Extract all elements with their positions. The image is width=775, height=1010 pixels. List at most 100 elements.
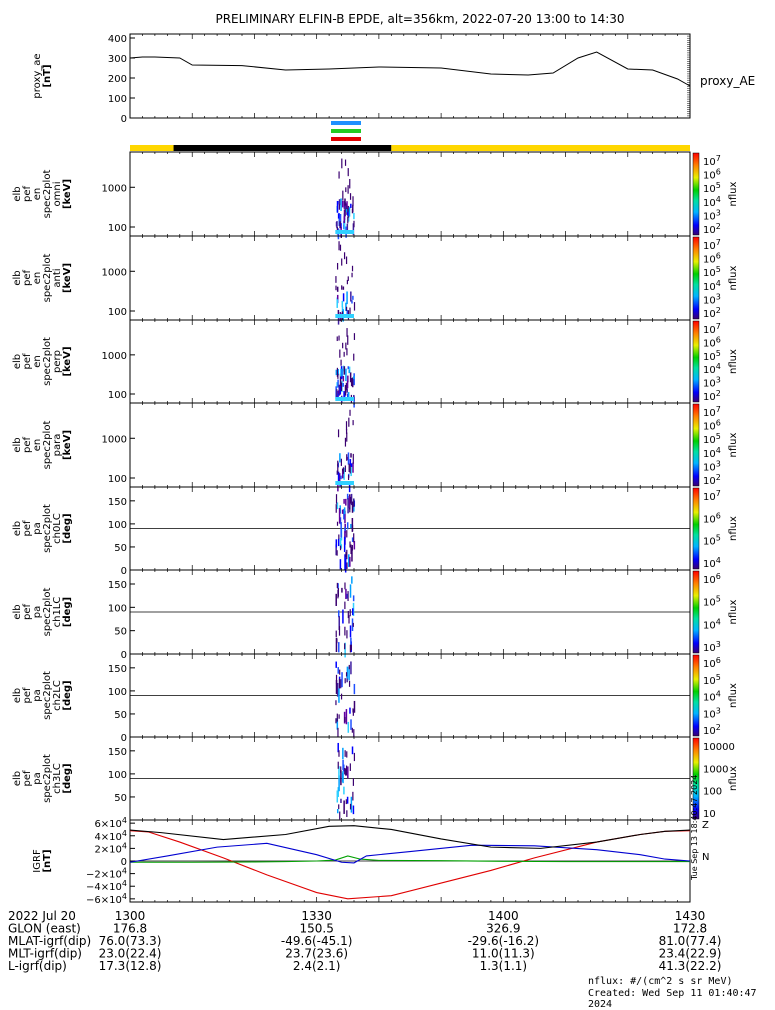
y-tick-label: 0 <box>121 650 127 661</box>
spectrogram-pixel <box>351 378 354 386</box>
spectrogram-pixel <box>345 768 347 776</box>
y-tick-label: 400 <box>108 34 127 45</box>
y-tick-label: 100 <box>108 390 127 401</box>
spectrogram-pixel <box>345 382 347 391</box>
spectrogram-pixel <box>349 707 351 714</box>
table-row-label: GLON (east) <box>8 922 81 936</box>
spectrogram-pixel <box>343 507 346 515</box>
y-tick-label: 150 <box>108 664 127 675</box>
spectrogram-pixel <box>346 810 348 817</box>
spectrogram-pixel <box>352 709 354 716</box>
colorbar-tick-label: 103 <box>703 376 721 390</box>
spectrogram-pixel <box>344 642 346 658</box>
y-axis-label: en <box>32 355 43 368</box>
colorbar <box>692 320 700 403</box>
y-tick-label: 200 <box>108 74 127 85</box>
spectrogram-pixel <box>349 584 352 598</box>
spectrogram-pixel <box>339 545 342 551</box>
colorbar-label: nflux <box>728 181 739 206</box>
y-tick-label: −6×104 <box>86 892 127 906</box>
spectrogram-pixel <box>349 609 351 617</box>
spectrogram-pixel <box>345 209 348 213</box>
spectrogram-pixel <box>349 372 352 383</box>
spectrogram-pixel <box>343 786 345 795</box>
spectrogram-pixel <box>347 276 349 281</box>
y-axis-label: pef <box>22 353 33 370</box>
y-axis-label: [keV] <box>62 179 73 209</box>
spectrogram-pixel <box>345 342 347 350</box>
table-row-label: MLAT-igrf(dip) <box>8 934 91 948</box>
spectrogram-pixel <box>337 787 339 797</box>
spectrogram-pixel <box>345 187 347 193</box>
spectrogram-pixel <box>348 680 351 687</box>
spectrogram-pixel <box>336 550 338 556</box>
legend-proxy-ae: proxy_AE <box>700 74 755 88</box>
spectrogram-pixel <box>347 591 349 601</box>
spectrogram-pixel <box>335 674 338 685</box>
spectrogram-pixel <box>346 432 348 442</box>
spectrogram-pixel <box>347 766 349 779</box>
footer-units: nflux: #/(cm^2 s sr MeV) <box>588 976 733 987</box>
spectrogram-pixel <box>337 742 339 753</box>
spectrogram-pixel <box>339 453 341 463</box>
spectrogram-pixel <box>345 551 347 558</box>
spectrogram-pixel <box>348 369 350 374</box>
spectrogram-pixel <box>342 293 345 302</box>
spectrogram-pixel <box>346 201 348 209</box>
spectrogram-pixel <box>338 241 340 251</box>
spectrogram-pixel <box>353 220 355 228</box>
y-axis-label: proxy_ae <box>32 53 43 98</box>
spectrogram-pixel <box>343 216 346 224</box>
spectrogram-pixel <box>344 202 346 211</box>
spectrogram-pixel <box>343 498 345 504</box>
spectrogram-pixel <box>353 396 355 408</box>
spectrogram-pixel <box>339 349 341 358</box>
spectrogram-pixel <box>346 562 348 569</box>
y-tick-label: 150 <box>108 580 127 591</box>
spectrogram-pixel <box>344 750 346 757</box>
spectrogram-pixel <box>335 389 338 398</box>
y-axis-label: [deg] <box>62 680 73 710</box>
spectrogram-pixel <box>339 244 342 251</box>
spectrogram-pixel <box>353 333 356 340</box>
spectrogram-pixel <box>346 348 348 356</box>
spectrogram-pixel <box>351 546 353 562</box>
table-cell: 176.8 <box>113 922 147 936</box>
colorbar-tick-label: 104 <box>703 362 721 376</box>
spectrogram-pixel <box>351 545 353 551</box>
colorbar <box>692 487 700 570</box>
spectrogram-pixel <box>336 367 338 377</box>
spectrogram-pixel <box>350 493 353 506</box>
y-tick-label: −2×104 <box>86 867 127 881</box>
table-cell: 23.0(22.4) <box>99 947 162 961</box>
spectrogram-pixel <box>353 533 355 543</box>
colorbar-tick-label: 107 <box>703 238 721 252</box>
y-axis-label: spec2plot <box>42 504 53 553</box>
y-axis-label: pef <box>22 604 33 621</box>
spectrogram-pixel <box>350 719 352 730</box>
y-axis-label: pa <box>32 689 43 701</box>
spectrogram-pixel <box>343 536 346 552</box>
y-axis-label: [deg] <box>62 513 73 543</box>
spectrogram-pixel <box>336 521 339 526</box>
spectrogram-pixel <box>353 541 356 550</box>
spectrogram-pixel <box>352 805 355 815</box>
y-tick-label: −4×104 <box>86 879 127 893</box>
y-axis-label: elb <box>12 771 23 786</box>
colorbar-tick-label: 104 <box>703 690 721 704</box>
spectrogram-pixel <box>346 211 349 216</box>
spectrogram-baseline <box>335 314 354 318</box>
y-axis-label: en <box>32 439 43 452</box>
spectrogram-pixel <box>349 459 352 466</box>
y-axis-label: spec2plot <box>42 754 53 803</box>
spectrogram-pixel <box>350 463 353 467</box>
status-segment <box>130 145 174 151</box>
spectrogram-pixel <box>343 366 346 375</box>
y-tick-label: 1000 <box>102 267 127 278</box>
table-row-label: L-igrf(dip) <box>8 959 67 973</box>
colorbar-tick-label: 103 <box>703 706 721 720</box>
spectrogram-pixel <box>341 772 344 782</box>
spectrogram-pixel <box>342 342 344 349</box>
table-cell: 23.4(22.9) <box>659 947 722 961</box>
